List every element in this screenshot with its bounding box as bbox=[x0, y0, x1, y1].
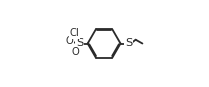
Text: Cl: Cl bbox=[70, 28, 79, 38]
Text: S: S bbox=[76, 39, 83, 48]
Text: O: O bbox=[66, 36, 73, 46]
Text: S: S bbox=[125, 39, 133, 48]
Text: O: O bbox=[71, 47, 79, 57]
